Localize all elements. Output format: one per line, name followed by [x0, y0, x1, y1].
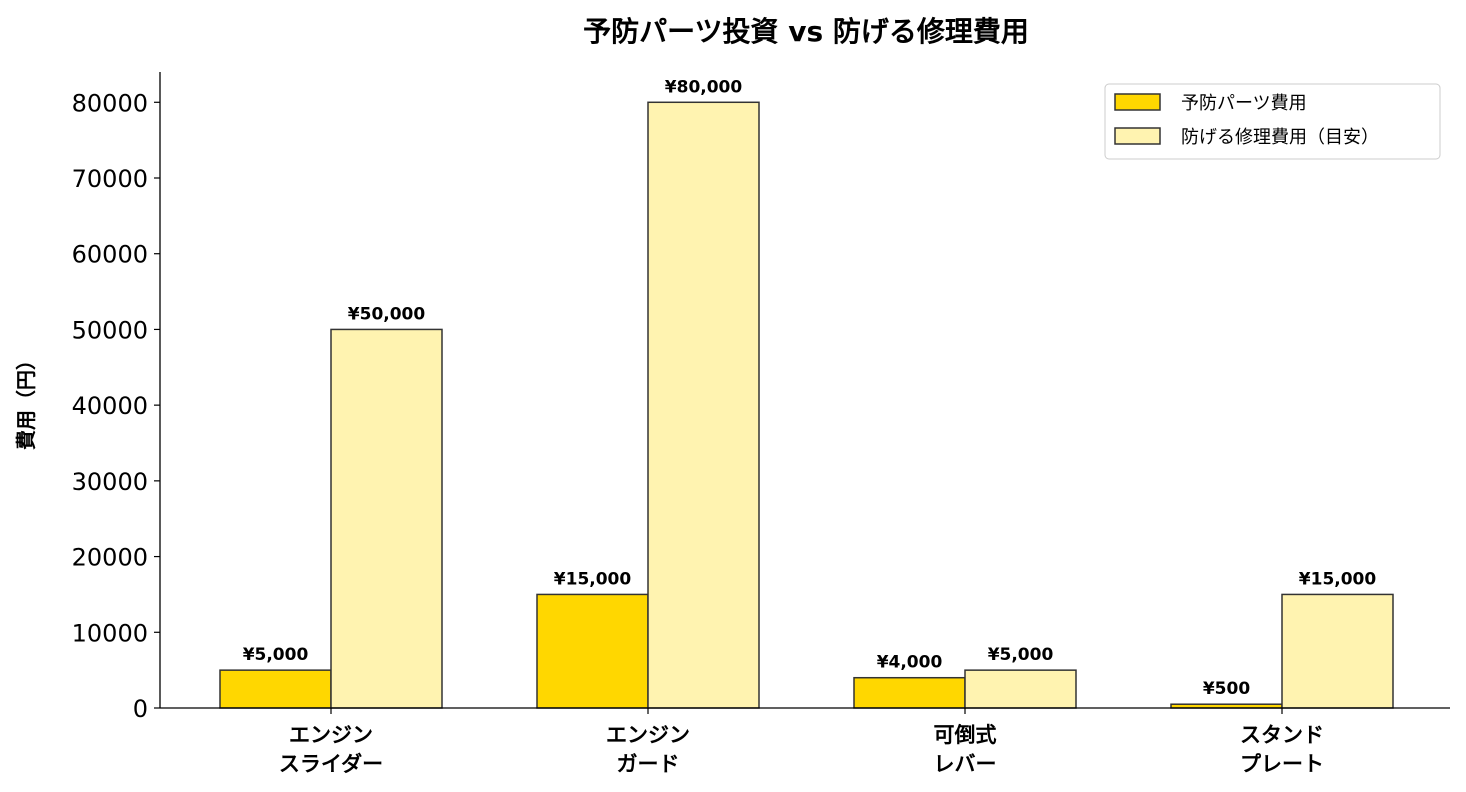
data-label: ¥5,000	[243, 645, 309, 665]
legend-label: 予防パーツ費用	[1181, 93, 1307, 114]
x-tick-label: エンジンガード	[606, 723, 690, 776]
x-tick-label: スタンドプレート	[1240, 723, 1324, 776]
legend-swatch	[1114, 93, 1161, 111]
y-tick-label: 20000	[72, 544, 148, 572]
bar-repair-1	[647, 101, 760, 709]
bar-repair-2	[964, 669, 1077, 709]
data-label: ¥5,000	[988, 645, 1054, 665]
bar-preventive-0	[219, 669, 332, 709]
chart-title: 予防パーツ投資 vs 防げる修理費用	[583, 15, 1029, 48]
data-label: ¥80,000	[665, 77, 743, 97]
plot-area: ¥5,000 ¥15,000 ¥4,000 ¥500 ¥50,000 ¥80,000 ¥5,…	[72, 72, 1450, 776]
data-label: ¥50,000	[348, 304, 426, 324]
legend-swatch	[1114, 127, 1161, 145]
data-label: ¥15,000	[554, 569, 632, 589]
legend-label: 防げる修理費用（目安）	[1181, 127, 1379, 148]
y-tick-label: 60000	[72, 241, 148, 269]
bar-preventive-1	[536, 593, 649, 709]
x-tick-label: 可倒式レバー	[934, 723, 997, 776]
data-label: ¥15,000	[1299, 569, 1377, 589]
x-tick-label: エンジンスライダー	[279, 723, 383, 776]
y-tick-label: 80000	[72, 89, 148, 117]
bar-preventive-2	[853, 676, 966, 709]
y-tick-label: 70000	[72, 165, 148, 193]
data-label: ¥4,000	[877, 653, 943, 673]
y-tick-label: 0	[133, 695, 148, 723]
bar-repair-0	[330, 328, 443, 709]
y-tick-label: 50000	[72, 316, 148, 344]
y-tick-label: 30000	[72, 468, 148, 496]
legend-frame	[1104, 83, 1441, 160]
y-axis-label: 費用（円）	[14, 350, 38, 450]
y-tick-label: 40000	[72, 392, 148, 420]
data-label: ¥500	[1203, 679, 1250, 699]
bar-repair-3	[1281, 593, 1394, 709]
y-tick-label: 10000	[72, 619, 148, 647]
